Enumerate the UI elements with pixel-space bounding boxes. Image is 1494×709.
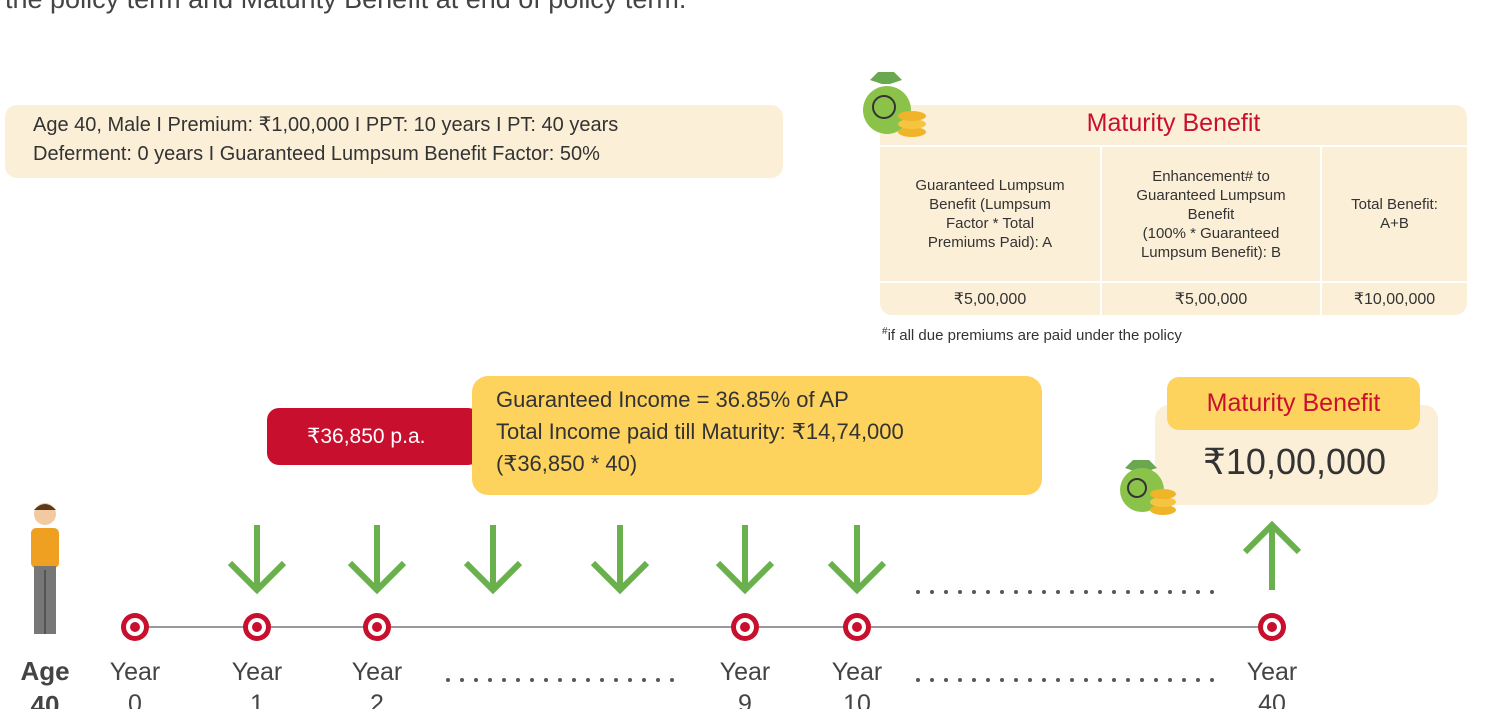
dot [642, 678, 646, 682]
dot [558, 678, 562, 682]
dot [1042, 590, 1046, 594]
timeline-node-center [852, 622, 862, 632]
year-number: 10 [843, 690, 871, 709]
dot [1154, 590, 1158, 594]
dot [1014, 678, 1018, 682]
dot [1098, 590, 1102, 594]
timeline-node-center [740, 622, 750, 632]
dot [1056, 678, 1060, 682]
dot [1154, 678, 1158, 682]
dot [1000, 678, 1004, 682]
year-label: Year [352, 658, 403, 686]
dot [1084, 590, 1088, 594]
dot [1084, 678, 1088, 682]
dot [530, 678, 534, 682]
year-number: 9 [738, 690, 752, 709]
dot [1028, 678, 1032, 682]
year-label: Year [832, 658, 883, 686]
year-label: Year [720, 658, 771, 686]
dot [944, 678, 948, 682]
age-label: Age [20, 656, 69, 686]
money-bag-icon [863, 72, 926, 137]
down-arrow [593, 525, 647, 590]
dot [1126, 678, 1130, 682]
dot [1126, 590, 1130, 594]
dot [544, 678, 548, 682]
dot [1196, 590, 1200, 594]
timeline-node-center [372, 622, 382, 632]
dot [1042, 678, 1046, 682]
dot [1056, 590, 1060, 594]
dot [502, 678, 506, 682]
dot [1182, 590, 1186, 594]
dot [916, 678, 920, 682]
age-value: 40 [31, 690, 60, 709]
year-label: Year [110, 658, 161, 686]
dot [1112, 590, 1116, 594]
dot [628, 678, 632, 682]
down-arrow [718, 525, 772, 590]
dot [1070, 678, 1074, 682]
dot [1070, 590, 1074, 594]
year-number: 2 [370, 690, 384, 709]
dot [1168, 678, 1172, 682]
dot [944, 590, 948, 594]
year-label: Year [1247, 658, 1298, 686]
dot [670, 678, 674, 682]
timeline-node-center [1267, 622, 1277, 632]
dot [446, 678, 450, 682]
page: the policy term and Maturity Benefit at … [0, 0, 1494, 709]
dot [930, 678, 934, 682]
dot [1098, 678, 1102, 682]
year-number: 1 [250, 690, 264, 709]
dot [572, 678, 576, 682]
down-arrow [350, 525, 404, 590]
dot [1112, 678, 1116, 682]
dot [474, 678, 478, 682]
timeline-node-center [252, 622, 262, 632]
dot [1014, 590, 1018, 594]
dot [1210, 678, 1214, 682]
dot [1140, 678, 1144, 682]
dot [958, 590, 962, 594]
dot [460, 678, 464, 682]
dot [1210, 590, 1214, 594]
dot [1196, 678, 1200, 682]
dot [1182, 678, 1186, 682]
year-number: 0 [128, 690, 142, 709]
dot [986, 590, 990, 594]
dot [958, 678, 962, 682]
timeline: Year 0 Year 1 Year 2 Year 9 Year 10 Year 40 Age 40 [0, 0, 1494, 709]
up-arrow [1245, 525, 1299, 590]
dot [516, 678, 520, 682]
dot [1168, 590, 1172, 594]
dot [614, 678, 618, 682]
down-arrow [230, 525, 284, 590]
dot [1028, 590, 1032, 594]
down-arrow [830, 525, 884, 590]
person-icon [31, 503, 59, 634]
dot [916, 590, 920, 594]
dot [972, 678, 976, 682]
year-label: Year [232, 658, 283, 686]
dot [1140, 590, 1144, 594]
dot [600, 678, 604, 682]
dot [656, 678, 660, 682]
timeline-node-center [130, 622, 140, 632]
money-bag-icon [1120, 460, 1176, 515]
dot [930, 590, 934, 594]
down-arrow [466, 525, 520, 590]
year-number: 40 [1258, 690, 1286, 709]
dot [488, 678, 492, 682]
dot [972, 590, 976, 594]
dot [986, 678, 990, 682]
dot [1000, 590, 1004, 594]
dot [586, 678, 590, 682]
